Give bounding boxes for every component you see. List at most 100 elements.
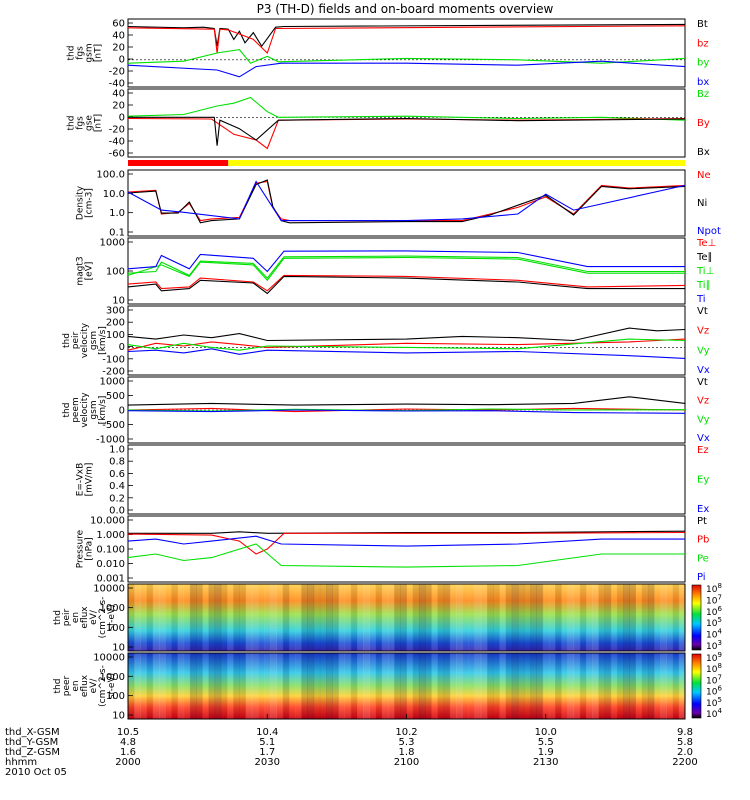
peir_spec-texture-column xyxy=(245,584,253,651)
peir_spec-texture-column xyxy=(536,584,544,651)
x-row-value: 5.3 xyxy=(399,737,415,748)
peer_spec-texture-column xyxy=(536,653,544,719)
bgse-ylabel: thd fgs gse [nT] xyxy=(67,114,104,132)
bgse-ytick-label: 0 xyxy=(119,113,125,124)
efield-ylabel-line: [mV/m] xyxy=(85,463,95,497)
bgse-series-Bx xyxy=(128,116,686,146)
peer_spec-texture-column xyxy=(350,653,358,719)
peir_spec-texture-column xyxy=(307,584,315,651)
peir_spec-texture-column xyxy=(233,584,240,651)
peem_v-ylabel-line: thd xyxy=(62,403,72,418)
temp-ylabel-line: magt3 xyxy=(76,256,86,285)
pressure-series-Pb xyxy=(127,531,686,555)
peer_spec-texture-column xyxy=(567,653,575,719)
peir_spec-texture-column xyxy=(561,584,568,651)
x-row-value: 10.4 xyxy=(256,727,278,738)
peem_v-ylabel-line: velocity xyxy=(80,392,90,428)
peir_spec-texture-column xyxy=(511,584,519,651)
pressure-ylabel-line: [nPa] xyxy=(85,537,95,560)
bgsm-ytick-label: 60 xyxy=(112,19,125,30)
peer_spec-texture-column xyxy=(171,653,179,719)
peir_spec-texture-column xyxy=(425,584,432,651)
peir_spec-texture-column xyxy=(239,584,247,651)
peir_spec-texture-column xyxy=(678,584,686,651)
peir_spec-texture-column xyxy=(208,584,216,651)
peir_v-ylabel-line: [km/s] xyxy=(98,326,108,355)
peer_spec-texture-column xyxy=(183,653,191,719)
pressure-ytick-label: 10.000 xyxy=(90,516,125,527)
peer_spec-texture-column xyxy=(295,653,302,719)
density-legend-Npot: Npot xyxy=(697,226,721,237)
x-row-value: 1.8 xyxy=(399,747,415,758)
peir_spec-texture-column xyxy=(369,584,377,651)
peem_v-legend-Vt: Vt xyxy=(697,377,708,388)
peir_spec-texture-column xyxy=(350,584,358,651)
peer_spec-cbar-tick: 104 xyxy=(706,707,722,720)
peer_spec-texture-column xyxy=(425,653,432,719)
peer_spec-texture-column xyxy=(196,653,203,719)
bgsm-ytick-label: 40 xyxy=(112,31,125,42)
peir_v-ylabel-line: gsm xyxy=(89,331,99,350)
efield-panel: 1.00.80.60.40.2 0.0 E=-VxB [mV/m] Ez Ey Ex xyxy=(76,444,709,517)
x-row-value: 10.2 xyxy=(395,727,417,738)
peir_v-ylabel: thd peir velocity gsm [km/s] xyxy=(62,322,108,358)
bgsm-series-Bt xyxy=(127,23,686,48)
peir_spec-texture-column xyxy=(152,584,160,651)
peir_spec-texture-column xyxy=(623,584,630,651)
peir_spec-texture-column xyxy=(555,584,562,651)
peir_spec-texture-column xyxy=(332,584,339,651)
x-row-value: 1.9 xyxy=(538,747,554,758)
pressure-series-Pt xyxy=(128,530,686,534)
x-row-value: 1.6 xyxy=(120,747,136,758)
temp-ytick-label: 10 xyxy=(112,296,125,307)
peir_spec-texture-column xyxy=(387,584,395,651)
peem_v-series-Vx xyxy=(127,409,686,414)
pressure-series-Pe xyxy=(127,543,685,568)
peer_spec-texture-column xyxy=(616,653,624,719)
peer_spec-texture-column xyxy=(542,653,550,719)
pressure-ytick-label: 0.001 xyxy=(96,574,125,585)
peer_spec-texture-column xyxy=(264,653,271,719)
density-series-Npot xyxy=(127,180,686,222)
peer_spec-texture-column xyxy=(418,653,426,719)
density-panel: 100.0 10.0 1.0 0.1 Density [cm-3] Ne Ni Npot xyxy=(76,169,721,239)
pressure-legend-Pb: Pb xyxy=(697,535,709,546)
temp-legend-Te⊥: Te⊥ xyxy=(696,238,716,249)
peer_spec-texture-column xyxy=(635,653,643,719)
peir_spec-texture-column xyxy=(140,584,148,651)
peir_spec-ytick-label: 10000 xyxy=(93,584,125,595)
peir_v-ytick-label: -100 xyxy=(102,354,125,365)
bgsm-series-bz xyxy=(127,25,686,55)
peer_spec-texture-column xyxy=(678,653,686,719)
temp-series-Te⊥ xyxy=(127,274,686,292)
density-legend-Ne: Ne xyxy=(697,170,711,181)
x-row-value: 2200 xyxy=(672,757,697,768)
peir_v-ytick-label: -200 xyxy=(102,367,125,378)
bgse-series-Bz xyxy=(127,96,686,121)
peer_spec-ylabel-line: sr-eV) xyxy=(107,673,117,699)
peir_v-ylabel-line: velocity xyxy=(80,322,90,358)
peir_spec-texture-column xyxy=(486,584,494,651)
peer_spec-texture-column xyxy=(282,653,290,719)
bgse-ytick-label: -60 xyxy=(109,149,125,160)
peir_v-legend-Vy: Vy xyxy=(697,345,710,356)
peir_v-ytick-label: 0 xyxy=(119,342,125,353)
peer_spec-texture-column xyxy=(623,653,630,719)
peir_spec-texture-column xyxy=(220,584,228,651)
peem_v-ytick-label: 500 xyxy=(106,391,125,402)
x-row-value: 2130 xyxy=(533,757,558,768)
peer_spec-texture-column xyxy=(480,653,488,719)
peer_spec-texture-column xyxy=(610,653,618,719)
peer_spec-texture-column xyxy=(381,653,389,719)
peem_v-ytick-label: -500 xyxy=(102,420,125,431)
density-ytick-label: 1.0 xyxy=(109,208,125,219)
bgsm-legend-by: by xyxy=(697,58,709,69)
pressure-series-Pi xyxy=(127,535,685,547)
peer_spec-texture-column xyxy=(227,653,234,719)
peir_v-series-Vz xyxy=(127,338,686,351)
peir_spec-texture-column xyxy=(165,584,172,651)
peir_spec-ylabel-line: (cm^2-s- xyxy=(98,597,108,639)
x-date: 2010 Oct 05 xyxy=(5,767,67,778)
peir_spec-texture-column xyxy=(418,584,426,651)
